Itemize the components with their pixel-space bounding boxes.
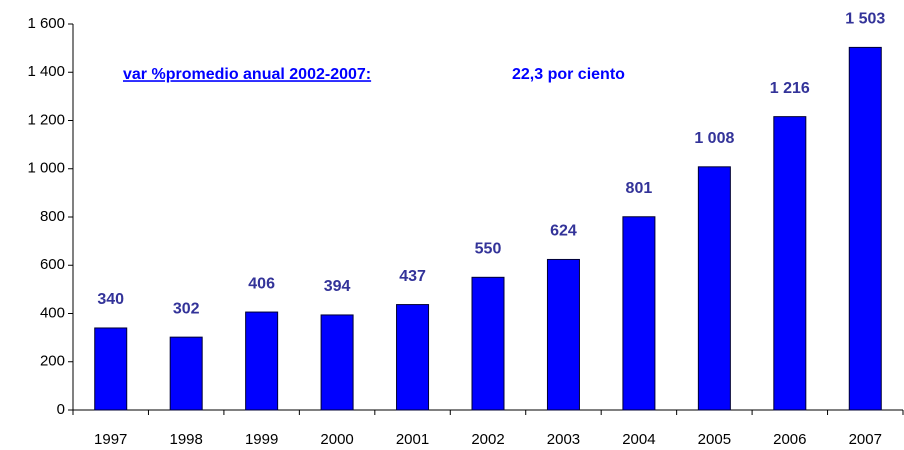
bar [94, 327, 128, 411]
x-tick-label: 1999 [245, 431, 278, 448]
bar [320, 314, 354, 411]
y-tick-label: 0 [57, 401, 65, 418]
value-label: 406 [248, 275, 275, 292]
bar [848, 46, 882, 411]
value-label: 1 503 [845, 11, 885, 28]
x-tick-label: 2002 [471, 431, 504, 448]
bar [697, 166, 731, 411]
x-tick-label: 1998 [169, 431, 202, 448]
y-tick-label: 600 [40, 256, 65, 273]
y-tick-label: 1 000 [27, 160, 65, 177]
bar [169, 336, 203, 411]
y-tick-label: 400 [40, 304, 65, 321]
value-label: 1 216 [770, 80, 810, 97]
y-tick-label: 1 600 [27, 15, 65, 32]
bar [622, 216, 656, 411]
value-label: 340 [97, 291, 124, 308]
value-label: 624 [550, 223, 577, 240]
x-tick-label: 2000 [320, 431, 353, 448]
x-tick-label: 1997 [94, 431, 127, 448]
bar [773, 116, 807, 411]
y-tick-label: 1 200 [27, 111, 65, 128]
x-tick-label: 2007 [849, 431, 882, 448]
annotation: 22,3 por ciento [512, 66, 625, 83]
y-tick-label: 200 [40, 353, 65, 370]
bar [245, 311, 279, 411]
value-label: 437 [399, 268, 426, 285]
y-tick-label: 800 [40, 208, 65, 225]
y-tick-label: 1 400 [27, 63, 65, 80]
bar [471, 276, 505, 411]
x-tick-label: 2001 [396, 431, 429, 448]
value-label: 801 [626, 180, 653, 197]
x-tick-label: 2003 [547, 431, 580, 448]
x-tick-label: 2004 [622, 431, 655, 448]
annotation: var %promedio anual 2002-2007: [123, 66, 371, 83]
x-tick-label: 2005 [698, 431, 731, 448]
x-tick-label: 2006 [773, 431, 806, 448]
bar [396, 304, 430, 411]
value-label: 302 [173, 300, 200, 317]
bar [546, 258, 580, 411]
value-label: 394 [324, 278, 351, 295]
value-label: 1 008 [694, 130, 734, 147]
value-label: 550 [475, 241, 502, 258]
